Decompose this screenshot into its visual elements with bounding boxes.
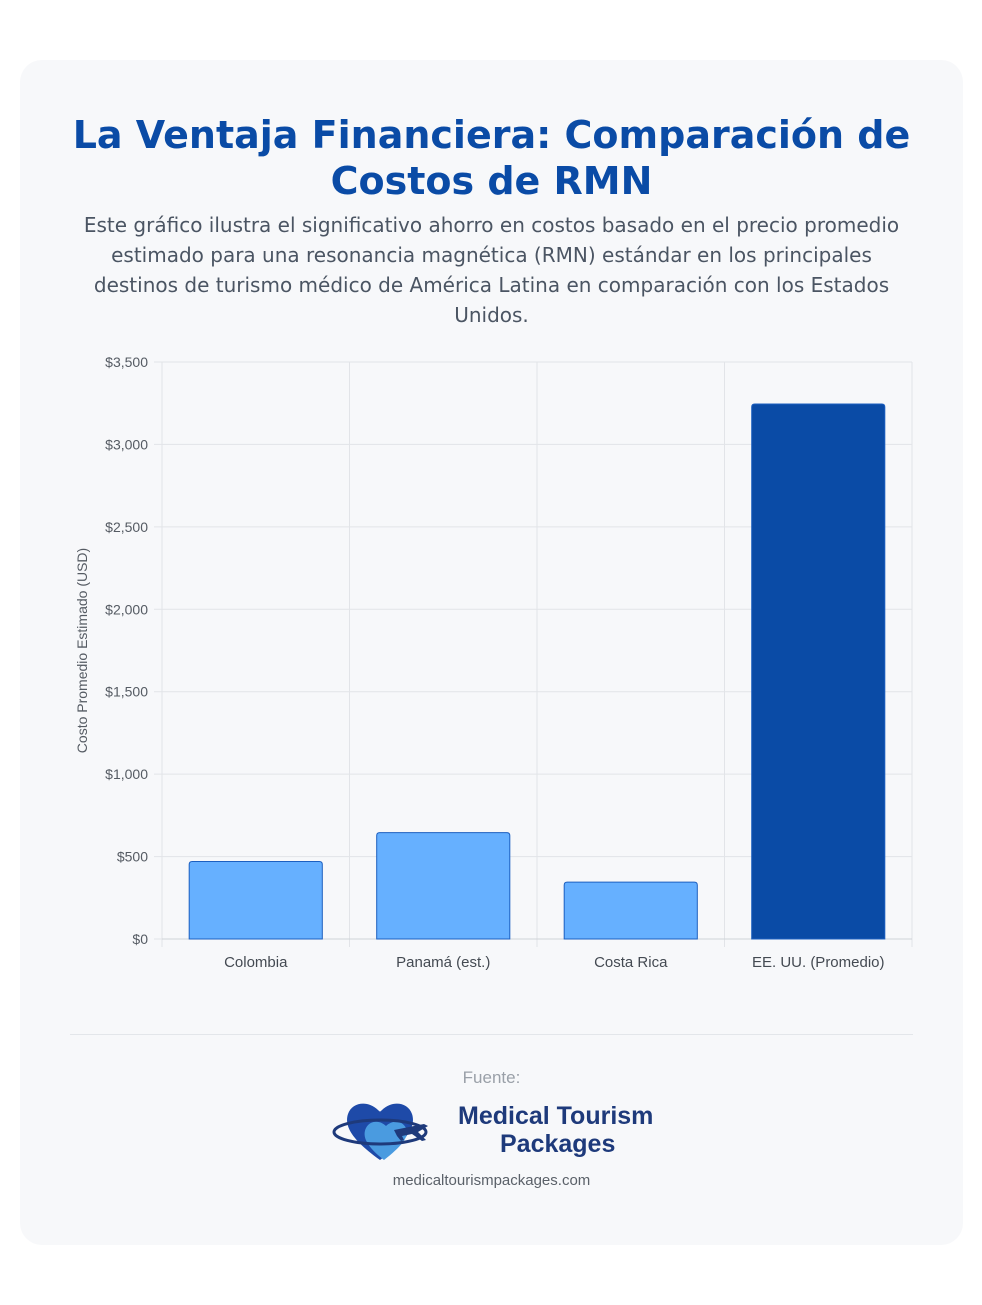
website-link[interactable]: medicaltourismpackages.com <box>392 1172 591 1189</box>
y-tick-label: $2,500 <box>105 519 148 535</box>
chart-card: La Ventaja Financiera: Comparación de Co… <box>20 60 963 1245</box>
logo-text-line2: Packages <box>500 1130 616 1158</box>
footer-divider <box>70 1034 913 1035</box>
x-tick-label: EE. UU. (Promedio) <box>752 954 885 971</box>
chart-title: La Ventaja Financiera: Comparación de Co… <box>72 113 911 203</box>
heart-plane-icon <box>332 1103 428 1160</box>
source-label: Fuente: <box>462 1068 521 1087</box>
y-tick-label: $2,000 <box>105 601 148 617</box>
brand-logo[interactable]: Medical Tourism Packages <box>332 1096 654 1166</box>
y-tick-label: $0 <box>132 931 148 947</box>
logo-text-line1: Medical Tourism <box>458 1102 654 1130</box>
x-tick-label: Colombia <box>224 954 288 971</box>
bar-3 <box>751 403 886 940</box>
y-tick-label: $500 <box>117 849 148 865</box>
bar-0 <box>188 861 323 940</box>
bar-chart: $0 $500 $1,000 $1,500 $2,000 $2,500 $3,000 $3,5… <box>74 354 913 971</box>
bar-1 <box>376 832 511 940</box>
y-tick-label: $3,500 <box>105 354 148 370</box>
bar-2 <box>563 881 698 940</box>
x-tick-label: Panamá (est.) <box>396 954 490 971</box>
y-axis-label: Costo Promedio Estimado (USD) <box>74 548 90 753</box>
y-tick-label: $1,000 <box>105 766 148 782</box>
x-tick-label: Costa Rica <box>594 954 668 971</box>
y-tick-label: $1,500 <box>105 684 148 700</box>
chart-subtitle: Este gráfico ilustra el significativo ah… <box>83 213 900 327</box>
y-tick-label: $3,000 <box>105 436 148 452</box>
